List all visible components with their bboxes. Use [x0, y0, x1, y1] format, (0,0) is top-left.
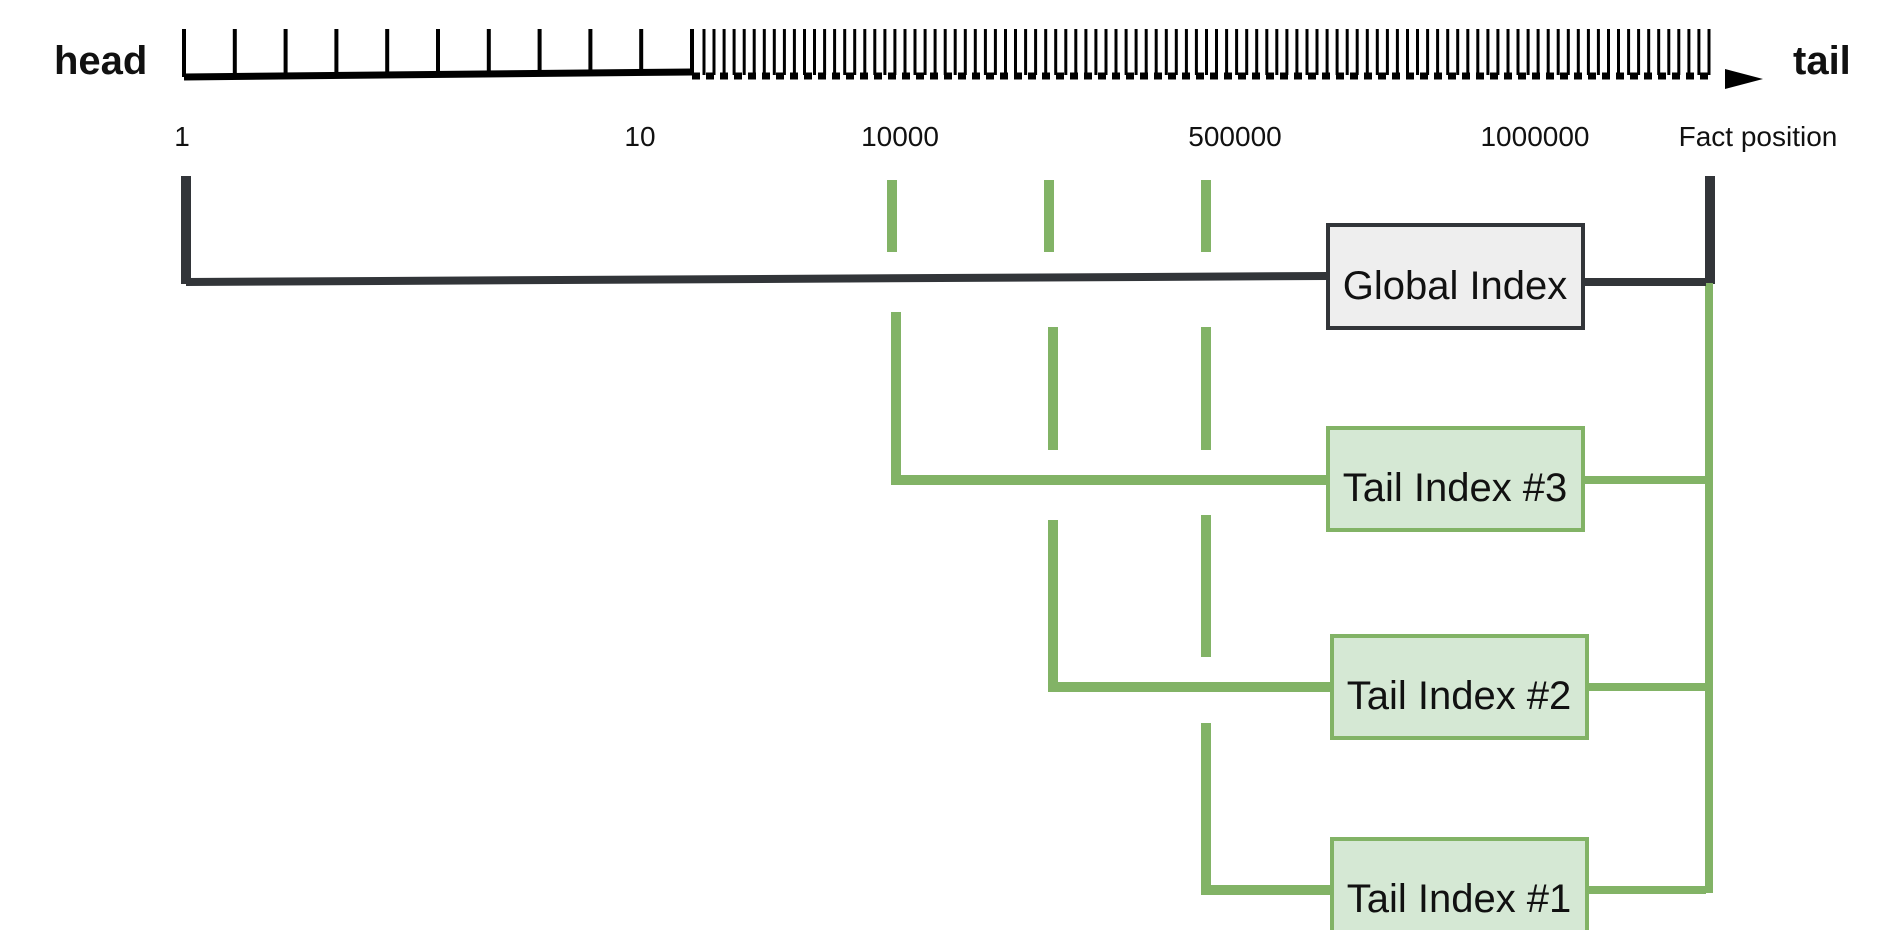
tail-index-1-box	[1330, 837, 1589, 930]
tail-index-1-label: Tail Index #1	[1347, 877, 1572, 921]
tail-index-3-label: Tail Index #3	[1343, 466, 1568, 510]
segment-boundary-guides	[887, 180, 1211, 657]
tail-index-3-box	[1326, 426, 1585, 532]
global-index-box	[1326, 223, 1585, 330]
tail-index-2-label: Tail Index #2	[1347, 674, 1572, 718]
tail-index-2-range-line	[1048, 520, 1332, 692]
global-index-bracket: Global Index	[181, 176, 1706, 330]
tick-label-10: 10	[624, 121, 655, 152]
timeline-sparse-ticks	[182, 29, 694, 77]
tail-index-2-bracket: Tail Index #2	[1048, 520, 1706, 740]
global-index-label: Global Index	[1343, 264, 1568, 308]
tail-index-1-bracket: Tail Index #1	[1201, 723, 1706, 930]
tail-index-3-bracket: Tail Index #3	[891, 312, 1706, 532]
tail-index-1-range-line	[1201, 723, 1332, 895]
tail-index-3-range-line	[891, 312, 1328, 485]
tail-label: tail	[1793, 39, 1851, 83]
timeline-arrow-head-icon	[1725, 69, 1763, 89]
timeline: head tail 1 10 10000 500000 1000000 Fact…	[54, 29, 1851, 152]
head-label: head	[54, 39, 147, 83]
axis-label-fact-position: Fact position	[1679, 121, 1838, 152]
timeline-dense-ticks	[702, 29, 1711, 75]
tick-label-10000: 10000	[861, 121, 939, 152]
global-index-range-line	[185, 272, 1329, 286]
tick-label-500000: 500000	[1188, 121, 1281, 152]
tick-label-1: 1	[174, 121, 190, 152]
tick-label-1000000: 1000000	[1480, 121, 1589, 152]
tail-index-2-box	[1330, 634, 1589, 740]
